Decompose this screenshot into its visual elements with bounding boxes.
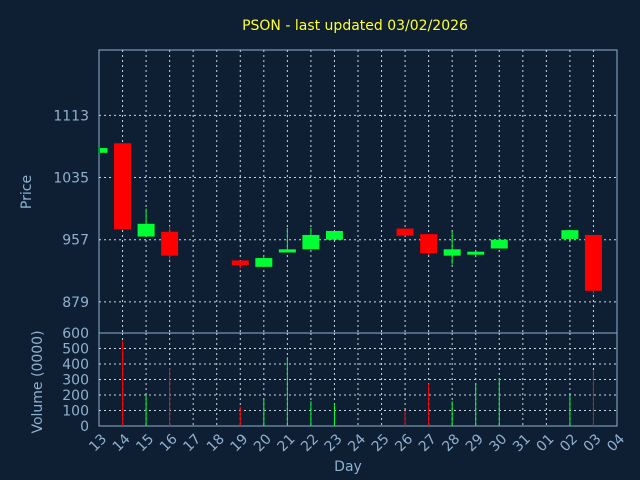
chart-title: PSON - last updated 03/02/2026 [242, 18, 468, 34]
grid-lines [99, 50, 617, 426]
volume-tick-label: 300 [62, 373, 89, 389]
x-tick-label: 24 [345, 431, 369, 455]
x-tick-label: 16 [157, 431, 181, 455]
candle-body [561, 230, 579, 239]
x-axis-label: Day [334, 459, 362, 475]
x-tick-label: 28 [439, 431, 463, 455]
candle-body [302, 234, 320, 250]
volume-tick-label: 200 [62, 388, 89, 404]
volume-tick-label: 100 [62, 404, 89, 420]
candle-body [114, 143, 132, 230]
x-tick-label: 04 [604, 431, 628, 455]
candle-body [161, 231, 179, 256]
x-tick-label: 22 [298, 431, 322, 455]
volume-tick-label: 0 [80, 419, 89, 435]
volume-tick-label: 500 [62, 342, 89, 358]
candle-body [584, 234, 602, 291]
x-tick-label: 03 [581, 431, 605, 455]
x-tick-label: 19 [227, 431, 251, 455]
volume-bars [122, 340, 594, 426]
candle-body [231, 260, 249, 266]
volume-axis-label: Volume (0000) [30, 330, 46, 433]
x-tick-label: 27 [416, 431, 440, 455]
candles [98, 143, 602, 294]
x-tick-label: 18 [204, 431, 228, 455]
candle-body [278, 249, 296, 253]
price-tick-label: 1113 [53, 108, 89, 124]
volume-tick-label: 400 [62, 357, 89, 373]
x-tick-label: 30 [486, 431, 510, 455]
price-tick-label: 1035 [53, 171, 89, 187]
price-axis-label: Price [19, 175, 35, 209]
x-tick-label: 20 [251, 431, 275, 455]
x-tick-label: 23 [322, 431, 346, 455]
candle-body [255, 258, 273, 267]
x-tick-label: 21 [275, 431, 299, 455]
candle-body [137, 223, 155, 237]
candle-body [100, 148, 108, 153]
candle-body [443, 249, 461, 256]
x-tick-label: 26 [392, 431, 416, 455]
candle-body [420, 234, 438, 254]
candle-body [467, 251, 485, 255]
x-tick-label: 01 [534, 431, 558, 455]
candle-body [490, 239, 508, 249]
x-tick-label: 31 [510, 431, 534, 455]
x-tick-label: 17 [180, 431, 204, 455]
x-tick-label: 13 [86, 431, 110, 455]
x-tick-label: 25 [369, 431, 393, 455]
x-tick-label: 14 [110, 431, 134, 455]
x-tick-label: 02 [557, 431, 581, 455]
x-tick-label: 15 [133, 431, 157, 455]
volume-tick-label: 600 [62, 326, 89, 342]
axis-ticks: 13 14 15 16 17 18 19 20 21 22 23 24 25 26 27 28 29 30 31 01… [53, 108, 628, 455]
candle-body [396, 228, 414, 236]
x-tick-label: 29 [463, 431, 487, 455]
price-tick-label: 957 [62, 233, 89, 249]
candle-body [325, 230, 343, 240]
price-tick-label: 879 [62, 295, 89, 311]
